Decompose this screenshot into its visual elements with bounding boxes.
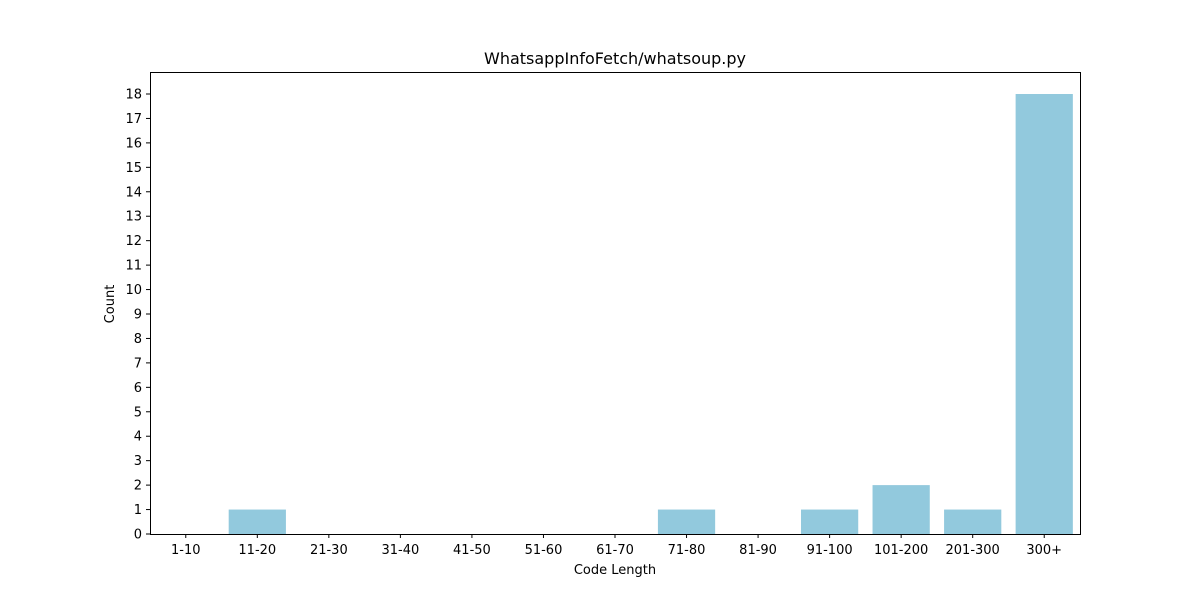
y-tick-label: 13: [125, 210, 142, 225]
bar-91-100: [801, 509, 859, 534]
x-tick-label: 81-90: [739, 543, 777, 558]
y-tick-label: 14: [125, 185, 142, 200]
x-tick-label: 71-80: [668, 543, 706, 558]
x-tick-label: 201-300: [946, 543, 1000, 558]
x-tick-label: 101-200: [874, 543, 928, 558]
y-tick-label: 1: [134, 503, 142, 518]
bar-11-20: [228, 509, 286, 534]
bars-group: [228, 94, 1073, 534]
y-tick-label: 9: [134, 308, 142, 323]
chart-title: WhatsappInfoFetch/whatsoup.py: [484, 49, 746, 68]
y-tick-label: 16: [125, 136, 142, 151]
y-tick-label: 5: [134, 405, 142, 420]
y-tick-label: 12: [125, 234, 142, 249]
y-tick-label: 15: [125, 161, 142, 176]
y-tick-label: 2: [134, 479, 142, 494]
y-tick-label: 0: [134, 528, 142, 543]
x-tick-label: 51-60: [525, 543, 563, 558]
x-tick-label: 31-40: [381, 543, 419, 558]
y-tick-label: 17: [125, 112, 142, 127]
y-tick-label: 3: [134, 454, 142, 469]
x-tick-label: 300+: [1026, 543, 1062, 558]
bar-201-300: [944, 509, 1002, 534]
bar-101-200: [872, 485, 930, 534]
x-axis-label: Code Length: [574, 563, 656, 578]
x-tick-label: 91-100: [807, 543, 853, 558]
x-tick-label: 11-20: [238, 543, 276, 558]
plot-frame: [150, 72, 1081, 535]
y-tick-label: 18: [125, 88, 142, 103]
y-tick-label: 4: [134, 430, 142, 445]
x-tick-label: 1-10: [171, 543, 201, 558]
bar-300+: [1015, 94, 1073, 534]
y-tick-label: 8: [134, 332, 142, 347]
bar-71-80: [657, 509, 716, 534]
y-axis-label: Count: [103, 285, 118, 324]
x-tick-label: 21-30: [310, 543, 348, 558]
y-tick-label: 7: [134, 356, 142, 371]
y-tick-label: 6: [134, 381, 142, 396]
x-tick-label: 41-50: [453, 543, 491, 558]
x-tick-label: 61-70: [596, 543, 634, 558]
y-tick-label: 11: [125, 259, 142, 274]
x-axis: 1-10 11-20 21-30 31-40 41-50 51-60 61-70 71-80 8…: [171, 534, 1062, 558]
y-tick-label: 10: [125, 283, 142, 298]
